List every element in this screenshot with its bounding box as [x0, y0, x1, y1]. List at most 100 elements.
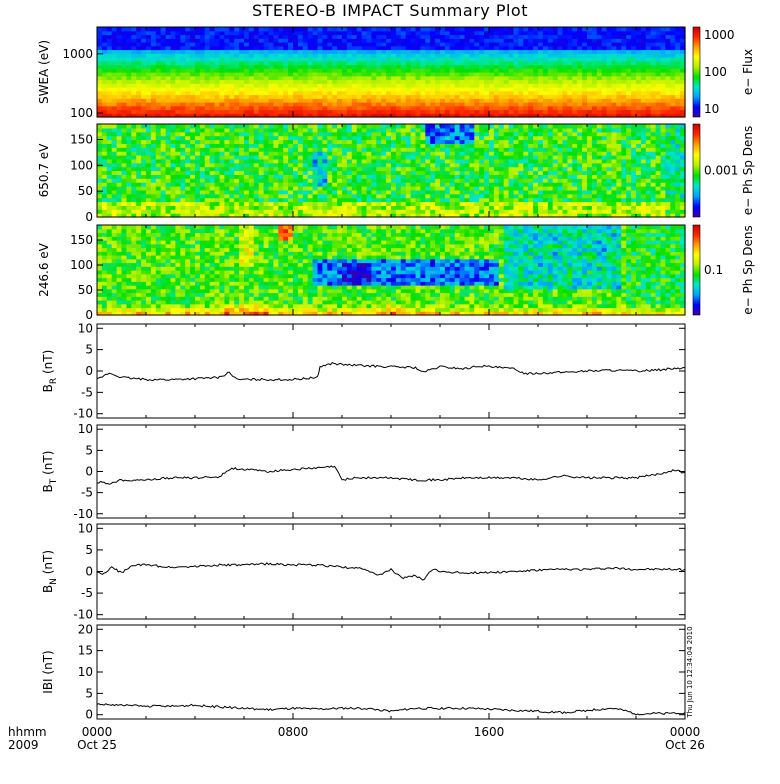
- heatmap-cell: [494, 35, 500, 39]
- heatmap-cell: [425, 31, 431, 35]
- heatmap-cell: [499, 38, 505, 42]
- heatmap-cell: [602, 110, 608, 114]
- heatmap-cell: [558, 50, 564, 54]
- heatmap-cell: [171, 27, 177, 31]
- heatmap-cell: [499, 159, 505, 163]
- heatmap-cell: [587, 38, 593, 42]
- heatmap-cell: [107, 182, 113, 186]
- heatmap-cell: [239, 182, 245, 186]
- heatmap-cell: [234, 128, 240, 132]
- heatmap-cell: [352, 194, 358, 198]
- heatmap-cell: [298, 198, 304, 202]
- heatmap-cell: [465, 147, 471, 151]
- heatmap-cell: [288, 136, 294, 140]
- heatmap-cell: [180, 167, 186, 171]
- heatmap-cell: [259, 76, 265, 80]
- heatmap-cell: [396, 102, 402, 106]
- heatmap-cell: [249, 171, 255, 175]
- heatmap-cell: [616, 46, 622, 50]
- heatmap-cell: [126, 151, 131, 155]
- heatmap-cell: [509, 132, 514, 136]
- heatmap-cell: [293, 202, 299, 206]
- heatmap-cell: [528, 83, 534, 87]
- heatmap-cell: [401, 38, 407, 42]
- heatmap-cell: [298, 50, 304, 54]
- heatmap-cell: [151, 83, 157, 87]
- heatmap-cell: [416, 140, 422, 144]
- heatmap-cell: [386, 38, 392, 42]
- heatmap-cell: [185, 167, 191, 171]
- heatmap-cell: [602, 65, 608, 69]
- heatmap-cell: [474, 38, 480, 42]
- heatmap-cell: [337, 167, 343, 171]
- heatmap-cell: [553, 80, 559, 84]
- heatmap-cell: [367, 171, 373, 175]
- heatmap-cell: [577, 72, 583, 76]
- heatmap-cell: [264, 35, 270, 39]
- heatmap-cell: [631, 38, 637, 42]
- heatmap-cell: [220, 65, 226, 69]
- heatmap-cell: [416, 178, 422, 182]
- heatmap-cell: [567, 50, 573, 54]
- heatmap-cell: [180, 186, 186, 190]
- heatmap-cell: [273, 106, 279, 110]
- heatmap-cell: [367, 124, 373, 128]
- heatmap-cell: [484, 57, 490, 61]
- heatmap-cell: [411, 80, 417, 84]
- heatmap-cell: [97, 98, 103, 102]
- heatmap-cell: [474, 128, 480, 132]
- heatmap-cell: [229, 151, 235, 155]
- heatmap-cell: [288, 35, 294, 39]
- heatmap-cell: [352, 209, 358, 213]
- heatmap-cell: [420, 35, 426, 39]
- heatmap-cell: [337, 46, 343, 50]
- heatmap-cell: [342, 178, 348, 182]
- heatmap-cell: [112, 35, 118, 39]
- heatmap-cell: [411, 53, 417, 57]
- heatmap-cell: [293, 147, 299, 151]
- heatmap-cell: [509, 102, 514, 106]
- heatmap-cell: [322, 124, 328, 128]
- heatmap-cell: [479, 42, 485, 46]
- heatmap-cell: [166, 140, 172, 144]
- heatmap-cell: [376, 147, 382, 151]
- heatmap-cell: [264, 110, 270, 114]
- heatmap-cell: [592, 65, 598, 69]
- heatmap-cell: [548, 98, 554, 102]
- heatmap-cell: [97, 42, 103, 46]
- heatmap-cell: [171, 186, 177, 190]
- heatmap-cell: [367, 159, 373, 163]
- heatmap-cell: [425, 110, 431, 114]
- heatmap-cell: [224, 174, 230, 178]
- heatmap-cell: [166, 102, 172, 106]
- heatmap-cell: [474, 57, 480, 61]
- heatmap-cell: [166, 171, 172, 175]
- heatmap-cell: [420, 87, 426, 91]
- heatmap-cell: [406, 76, 412, 80]
- heatmap-cell: [278, 147, 284, 151]
- heatmap-cell: [249, 190, 255, 194]
- heatmap-cell: [259, 65, 265, 69]
- heatmap-cell: [342, 151, 348, 155]
- heatmap-cell: [283, 102, 289, 106]
- heatmap-cell: [136, 80, 142, 84]
- heatmap-cell: [469, 98, 475, 102]
- heatmap-cell: [362, 209, 368, 213]
- heatmap-cell: [156, 87, 162, 91]
- heatmap-cell: [371, 198, 377, 202]
- heatmap-cell: [661, 110, 667, 114]
- heatmap-cell: [670, 72, 676, 76]
- heatmap-cell: [107, 87, 113, 91]
- heatmap-cell: [376, 159, 382, 163]
- heatmap-cell: [122, 31, 128, 35]
- heatmap-cell: [337, 159, 343, 163]
- heatmap-cell: [102, 128, 108, 132]
- heatmap-cell: [504, 61, 510, 65]
- heatmap-cell: [195, 209, 201, 213]
- heatmap-cell: [376, 91, 382, 95]
- heatmap-cell: [396, 190, 402, 194]
- heatmap-cell: [283, 190, 289, 194]
- heatmap-cell: [420, 68, 426, 72]
- heatmap-cell: [489, 35, 495, 39]
- heatmap-cell: [479, 143, 485, 147]
